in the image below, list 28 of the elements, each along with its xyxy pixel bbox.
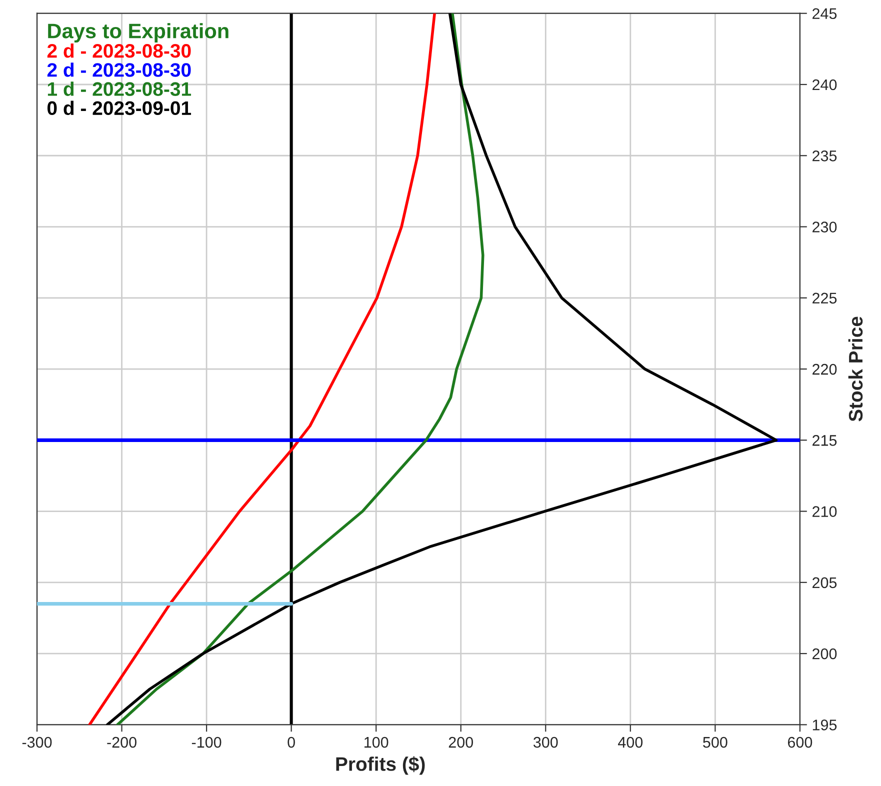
x-tick-label: -300 [22, 736, 52, 748]
x-tick-label: 0 [288, 736, 295, 748]
text: 2 d - 2023-08-30 [47, 62, 191, 77]
y-tick-label: 210 [812, 506, 837, 517]
y-tick-label: 225 [812, 292, 837, 304]
y-tick-label: 200 [812, 648, 837, 660]
y-tick-label: 220 [812, 364, 837, 375]
y-tick-label: 195 [812, 720, 837, 730]
x-tick-label: 100 [364, 736, 388, 748]
text: 1 d - 2023-08-31 [48, 82, 192, 96]
x-tick-label: 500 [703, 736, 728, 748]
text: 2 d - 2023-08-30 [47, 43, 191, 58]
y-tick-label: 230 [812, 222, 837, 232]
y-tick-label: 235 [812, 150, 837, 162]
y-axis-title: Stock Price [848, 316, 863, 422]
y-tick-label: 245 [812, 8, 837, 20]
x-tick-label: 200 [448, 736, 474, 748]
y-tick-label: 205 [812, 577, 837, 588]
text: 0 d - 2023-09-01 [47, 100, 192, 116]
x-tick-label: -100 [192, 736, 222, 748]
x-tick-label: 600 [788, 736, 812, 748]
x-tick-label: 300 [533, 736, 558, 748]
x-tick-label: 400 [618, 736, 643, 748]
x-tick-label: -200 [107, 736, 136, 748]
y-tick-label: 215 [812, 435, 837, 446]
x-axis-title: Profits ($) [336, 756, 425, 775]
legend-title: Days to Expiration [48, 23, 228, 43]
y-tick-label: 240 [812, 79, 837, 90]
